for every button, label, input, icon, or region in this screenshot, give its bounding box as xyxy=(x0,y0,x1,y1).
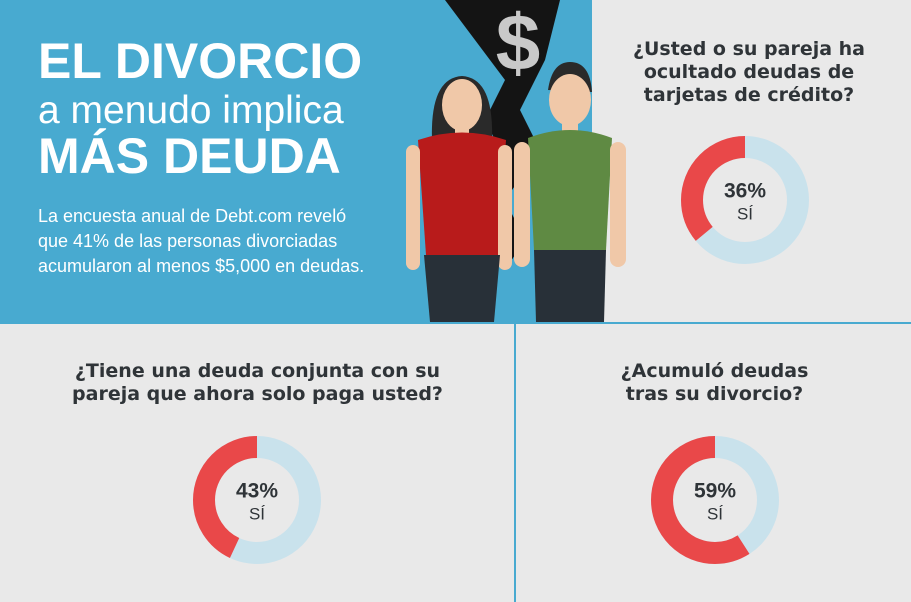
category-label: SÍ xyxy=(737,204,753,223)
crack xyxy=(445,0,560,270)
title: a menudo implica xyxy=(38,89,344,132)
category-label: SÍ xyxy=(707,504,723,523)
woman xyxy=(406,76,512,322)
donut-slice xyxy=(193,436,321,564)
question: ¿Usted o su pareja ha ocultado deudas de… xyxy=(632,38,866,106)
man xyxy=(514,62,626,322)
value-label: 36% xyxy=(724,180,766,203)
dollar-sign: $ xyxy=(496,0,541,87)
donut-slice xyxy=(681,136,809,264)
title: EL DIVORCIO xyxy=(38,33,363,89)
body-text: La encuesta anual de Debt.com reveló que… xyxy=(38,206,365,276)
value-label: 43% xyxy=(236,480,278,503)
category-label: SÍ xyxy=(249,504,265,523)
value-label: 59% xyxy=(694,480,736,503)
question: ¿Acumuló deudas tras su divorcio? xyxy=(620,360,809,405)
title: MÁS DEUDA xyxy=(38,128,341,184)
donut-slice xyxy=(651,436,779,564)
question: ¿Tiene una deuda conjunta con su pareja … xyxy=(72,360,443,405)
